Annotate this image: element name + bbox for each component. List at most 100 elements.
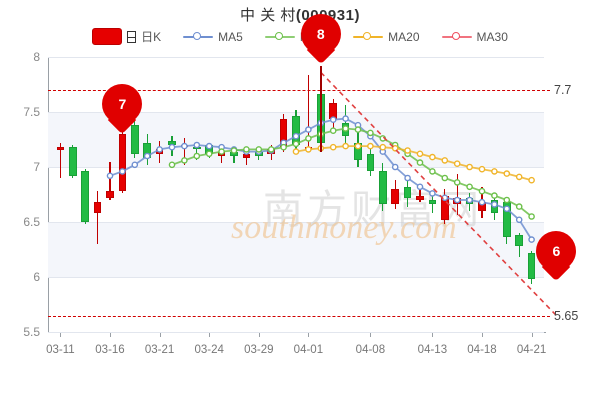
candle-body[interactable] xyxy=(130,125,139,154)
candle-wick xyxy=(307,74,310,152)
ma-line-ma10 xyxy=(171,127,533,218)
candle-body[interactable] xyxy=(416,195,424,200)
candle-body[interactable] xyxy=(118,134,127,192)
grid-line xyxy=(48,222,544,223)
candle-body[interactable] xyxy=(68,147,77,176)
ma-point-ma10 xyxy=(491,192,498,199)
moving-average-overlay xyxy=(106,71,557,317)
y-tick-label: 8 xyxy=(33,50,40,64)
ma-point-ma10 xyxy=(230,147,238,154)
candle-body[interactable] xyxy=(403,186,412,198)
ma-point-ma5 xyxy=(453,196,461,204)
legend-item-ma30[interactable]: MA30 xyxy=(441,30,508,44)
x-tick-label: 03-29 xyxy=(244,344,274,356)
x-tick-label: 04-01 xyxy=(293,344,324,356)
ma-point-ma20 xyxy=(416,150,424,158)
y-axis-line xyxy=(48,57,49,332)
candle-wick xyxy=(431,195,434,214)
candle-body[interactable] xyxy=(106,191,114,198)
k-swatch-icon xyxy=(92,28,123,45)
y-tick-label: 7 xyxy=(33,160,40,174)
ma-point-ma5 xyxy=(515,216,523,224)
ma30-swatch-icon xyxy=(441,31,472,43)
y-tick-label: 6.5 xyxy=(23,215,40,229)
candle-body[interactable] xyxy=(378,171,387,205)
ma-point-ma20 xyxy=(329,143,337,151)
candle-body[interactable] xyxy=(93,202,102,214)
ma-point-ma20 xyxy=(491,168,498,175)
marker-pin-6[interactable]: 6 xyxy=(536,230,577,283)
grid-band xyxy=(48,222,544,277)
ma-point-ma5 xyxy=(305,126,312,133)
ma-point-ma5 xyxy=(503,205,511,213)
candle-body[interactable] xyxy=(391,189,400,205)
candle-body[interactable] xyxy=(515,235,524,247)
ma-point-ma20 xyxy=(503,170,511,177)
y-tick-label: 6 xyxy=(33,270,40,284)
x-tick-mark xyxy=(110,333,111,337)
candle-wick xyxy=(456,173,458,216)
ma-point-ma10 xyxy=(503,196,511,204)
ma-point-ma10 xyxy=(416,159,424,166)
x-tick-label: 03-24 xyxy=(194,344,224,356)
ma-point-ma10 xyxy=(305,135,312,142)
marker-pin-8[interactable]: 8 xyxy=(300,13,341,66)
ma-point-ma5 xyxy=(528,236,535,243)
y-tick-label: 5.5 xyxy=(23,325,40,339)
ma-point-ma5 xyxy=(478,198,486,206)
ma-point-ma10 xyxy=(367,129,374,137)
x-tick-label: 04-21 xyxy=(516,344,547,356)
marker-pin-7[interactable]: 7 xyxy=(102,84,143,136)
legend-item-k[interactable]: 日K xyxy=(92,28,161,45)
ma-point-ma10 xyxy=(255,146,263,153)
ma-point-ma5 xyxy=(466,196,473,204)
candle-body[interactable] xyxy=(81,171,90,222)
candle-body[interactable] xyxy=(428,200,437,205)
candle-body[interactable] xyxy=(56,147,65,151)
ma-point-ma10 xyxy=(466,183,473,191)
ma-point-ma20 xyxy=(528,176,535,184)
candle-body[interactable] xyxy=(366,153,375,172)
ma-point-ma20 xyxy=(354,142,362,150)
ma-point-ma10 xyxy=(515,203,523,210)
legend-item-ma5[interactable]: MA5 xyxy=(183,30,243,44)
ma-point-ma10 xyxy=(528,213,535,220)
candle-wick xyxy=(183,138,186,165)
ma-point-ma5 xyxy=(429,190,436,197)
ma-point-ma10 xyxy=(441,174,449,182)
ma10-swatch-icon xyxy=(264,31,295,43)
x-tick-label: 03-16 xyxy=(95,344,125,356)
pin-label: 8 xyxy=(316,25,325,42)
ma-point-ma5 xyxy=(205,142,213,150)
ma-point-ma10 xyxy=(243,146,250,153)
ma-point-ma10 xyxy=(193,152,201,160)
candle-wick xyxy=(196,142,198,161)
reference-label-lower: 5.65 xyxy=(554,308,579,323)
x-tick-label: 03-21 xyxy=(144,344,175,356)
legend-label-ma5: MA5 xyxy=(218,29,243,44)
ma-point-ma5 xyxy=(404,174,411,182)
ma-point-ma10 xyxy=(429,168,436,175)
ma-point-ma5 xyxy=(181,142,188,150)
legend-label-k: 日K xyxy=(141,30,162,44)
ma-point-ma5 xyxy=(193,141,201,149)
candle-wick xyxy=(109,161,111,200)
ma-point-ma5 xyxy=(143,152,151,160)
ma-point-ma5 xyxy=(106,172,114,180)
ma-point-ma20 xyxy=(367,142,374,150)
ma-point-ma10 xyxy=(354,126,362,133)
ma-point-ma10 xyxy=(329,127,337,134)
ma-point-ma10 xyxy=(205,150,213,158)
legend-label-ma20: MA20 xyxy=(388,29,420,44)
grid-line xyxy=(48,167,544,168)
reference-line-upper xyxy=(48,90,550,91)
ma-point-ma20 xyxy=(453,160,461,167)
ma5-swatch-icon xyxy=(183,31,214,43)
candle-body[interactable] xyxy=(527,252,536,280)
ma-point-ma5 xyxy=(131,161,139,169)
x-tick-mark xyxy=(159,333,161,337)
legend-item-ma20[interactable]: MA20 xyxy=(353,29,420,44)
grid-line xyxy=(48,332,544,333)
